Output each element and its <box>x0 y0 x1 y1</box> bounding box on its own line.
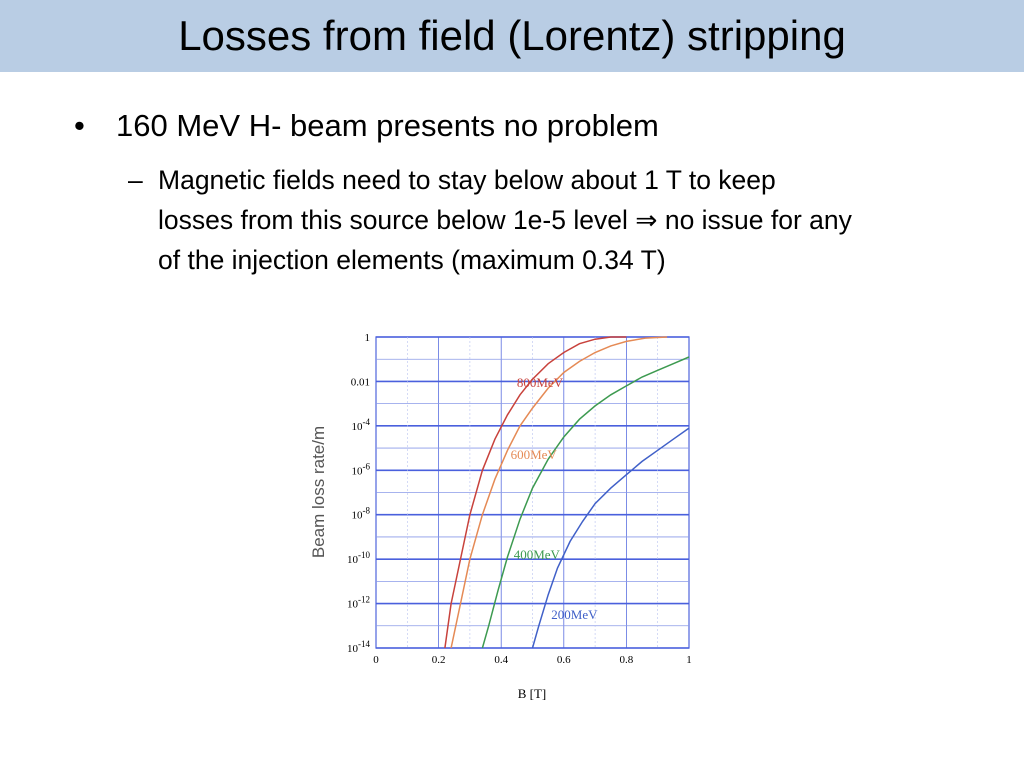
x-tick-label-4: 0.8 <box>620 654 634 666</box>
y-tick-label-2: 10-4 <box>352 417 371 433</box>
y-tick-label-6: 10-12 <box>347 595 370 611</box>
sub-bullet-dash: – <box>128 165 143 195</box>
series-line-800MeV <box>444 336 627 649</box>
y-tick-label-5: 10-10 <box>347 550 370 566</box>
x-tick-label-2: 0.4 <box>494 654 508 666</box>
bullet-text: 160 MeV H- beam presents no problem <box>116 108 659 143</box>
series-line-600MeV <box>450 336 668 649</box>
sub-bullet-line-2a: losses from this source below 1e-5 level <box>158 205 628 235</box>
sub-bullet-text: Magnetic fields need to stay below about… <box>158 160 988 280</box>
y-tick-label-4: 10-8 <box>352 506 371 522</box>
y-tick-labels: 1 0.01 10-4 10-6 10-8 10-10 10-12 10-14 <box>347 332 370 655</box>
series-label-200MeV: 200MeV <box>551 607 598 622</box>
series-line-400MeV <box>481 356 690 649</box>
sub-bullet-line-2: losses from this source below 1e-5 level… <box>158 200 988 240</box>
implies-arrow-icon: ⇒ <box>635 205 658 235</box>
x-axis-label: B [T] <box>518 686 547 701</box>
x-tick-labels: 0 0.2 0.4 0.6 0.8 1 <box>373 654 692 666</box>
slide-title: Losses from field (Lorentz) stripping <box>178 12 846 59</box>
sub-bullet-line-1: Magnetic fields need to stay below about… <box>158 165 776 195</box>
sub-bullet-line-3: of the injection elements (maximum 0.34 … <box>158 245 666 275</box>
series-labels: 800MeV 600MeV 400MeV 200MeV <box>511 375 599 622</box>
y-axis-label: Beam loss rate/m <box>309 426 328 558</box>
sub-bullet-line-2b: no issue for any <box>664 205 852 235</box>
series-line-200MeV <box>531 427 690 649</box>
x-tick-label-1: 0.2 <box>432 654 446 666</box>
y-tick-label-7: 10-14 <box>347 639 370 655</box>
y-tick-label-0: 1 <box>365 332 371 344</box>
series-label-600MeV: 600MeV <box>511 447 558 462</box>
series-lines <box>444 336 690 649</box>
x-tick-label-3: 0.6 <box>557 654 571 666</box>
bullet-dot-icon: • <box>74 108 85 143</box>
y-tick-label-3: 10-6 <box>352 461 371 477</box>
y-tick-label-1: 0.01 <box>351 376 370 388</box>
series-label-800MeV: 800MeV <box>517 375 564 390</box>
x-tick-label-5: 1 <box>686 654 692 666</box>
grid-lines <box>375 336 690 649</box>
title-bar <box>0 0 1024 72</box>
x-tick-label-0: 0 <box>373 654 379 666</box>
beam-loss-chart: 800MeV 600MeV 400MeV 200MeV 0 0.2 0.4 0.6 0.8 1 … <box>309 332 692 701</box>
series-label-400MeV: 400MeV <box>514 547 561 562</box>
